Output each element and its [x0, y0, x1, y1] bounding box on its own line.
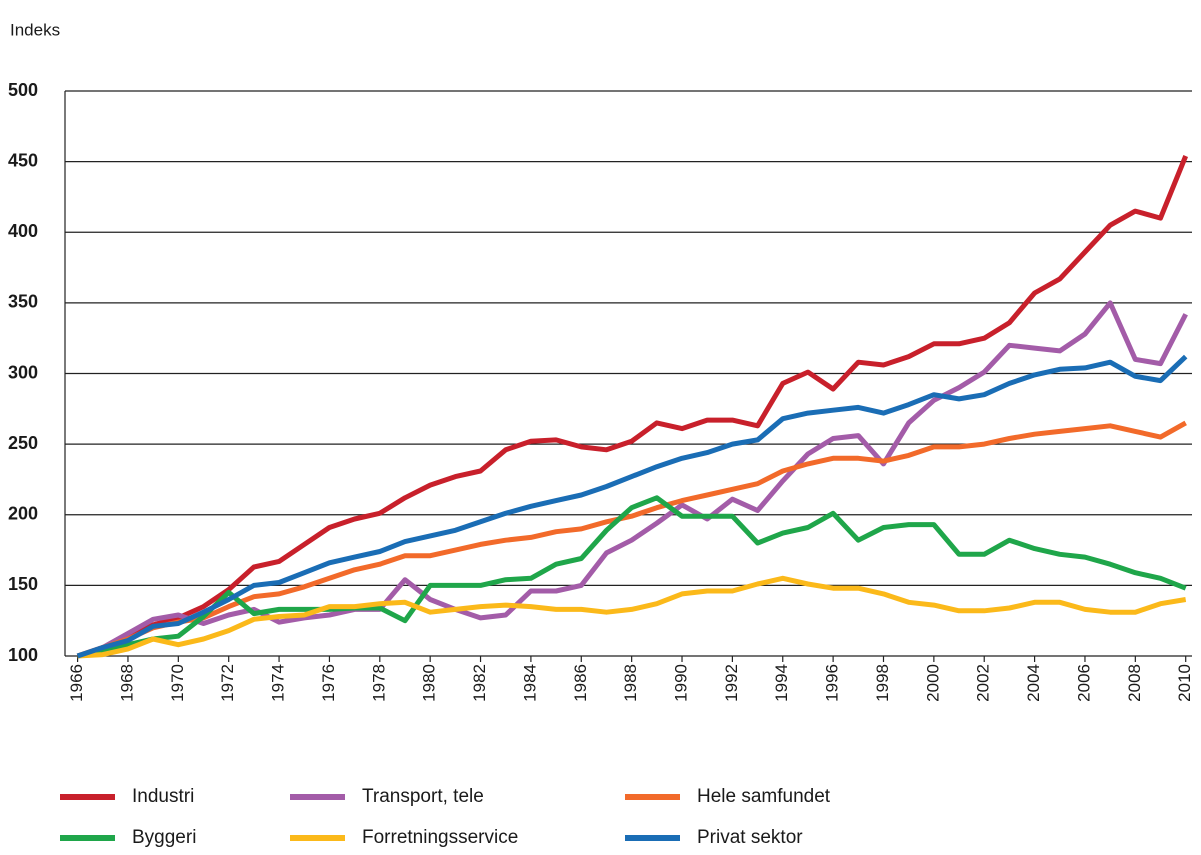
legend-label: Industri [132, 786, 194, 807]
y-axis-label: Indeks [10, 20, 60, 39]
y-tick-label: 350 [8, 292, 38, 312]
y-tick-label: 300 [8, 362, 38, 382]
legend-label: Hele samfundet [697, 786, 831, 807]
series-line [77, 575, 1187, 659]
series-line [76, 155, 1189, 659]
series-line [77, 495, 1187, 659]
x-tick-label: 1976 [319, 664, 338, 702]
x-tick-label: 1980 [420, 664, 439, 702]
x-tick-label: 2008 [1125, 664, 1144, 702]
x-tick-label: 1998 [873, 664, 892, 702]
y-tick-label: 150 [8, 574, 38, 594]
y-tick-label: 400 [8, 221, 38, 241]
x-tick-label: 2004 [1024, 664, 1043, 702]
x-tick-label: 1972 [218, 664, 237, 702]
x-tick-label: 1994 [772, 664, 791, 702]
x-tick-label: 1978 [369, 664, 388, 702]
x-tick-label: 1966 [67, 664, 86, 702]
legend-label: Transport, tele [362, 786, 484, 807]
legend-label: Byggeri [132, 827, 196, 848]
x-tick-label: 2002 [974, 664, 993, 702]
y-tick-label: 500 [8, 80, 38, 100]
y-tick-label: 250 [8, 433, 38, 453]
y-tick-label: 450 [8, 150, 38, 170]
series-line [76, 420, 1187, 659]
x-tick-label: 1992 [722, 664, 741, 702]
x-tick-label: 1996 [823, 664, 842, 702]
y-tick-label: 100 [8, 645, 38, 665]
x-tick-label: 1988 [621, 664, 640, 702]
x-tick-label: 1986 [571, 664, 590, 702]
legend-label: Privat sektor [697, 827, 803, 848]
x-tick-label: 2000 [923, 664, 942, 702]
x-tick-label: 1970 [168, 664, 187, 702]
legend-label: Forretningsservice [362, 827, 518, 848]
series-line [76, 354, 1188, 659]
x-tick-label: 1990 [672, 664, 691, 702]
x-tick-label: 1982 [470, 664, 489, 702]
x-tick-label: 1974 [269, 664, 288, 702]
x-tick-label: 1968 [117, 664, 136, 702]
y-tick-label: 200 [8, 504, 38, 524]
x-tick-label: 1984 [520, 664, 539, 702]
x-tick-label: 2006 [1074, 664, 1093, 702]
x-tick-label: 2010 [1175, 664, 1194, 702]
